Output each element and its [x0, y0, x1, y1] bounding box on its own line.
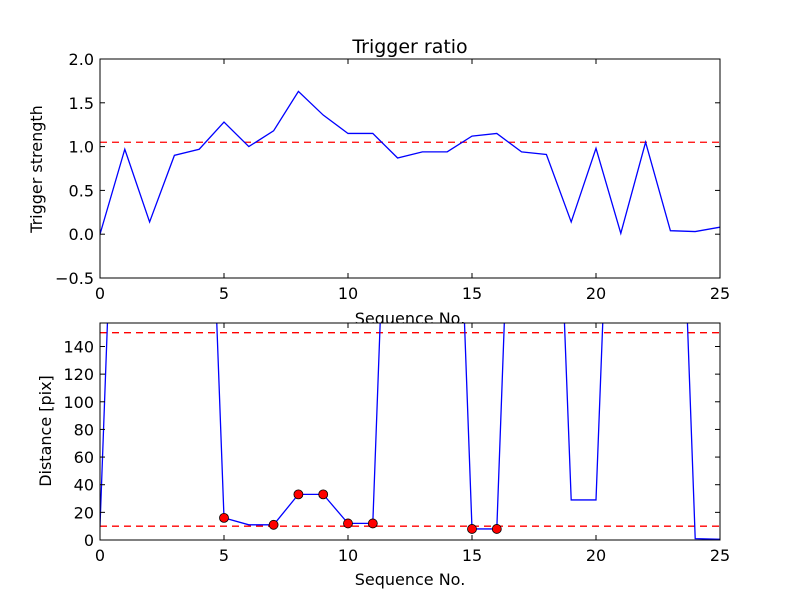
x-tick-label: 5: [219, 284, 229, 303]
series-line: [100, 90, 720, 236]
distance-chart: Sequence No. Distance [pix] 0 5 10 15 20 25 0 2…: [36, 322, 730, 589]
data-point-marker: [367, 518, 378, 529]
data-point-marker: [318, 489, 329, 500]
y-tick-label: 140: [63, 337, 94, 356]
y-tick-label: 60: [74, 448, 94, 467]
x-tick-label: 25: [710, 284, 730, 303]
x-tick-label: 0: [95, 284, 105, 303]
data-point-marker: [268, 519, 279, 530]
x-tick-label: 10: [338, 284, 358, 303]
x-tick-label: 20: [586, 546, 606, 565]
chart-title: Trigger ratio: [351, 36, 467, 58]
y-tick-label: 1.0: [69, 138, 94, 157]
trigger-ratio-chart: Trigger ratio Trigger strength 0 5 10 15 20 2…: [27, 36, 730, 328]
y-tick-label: 1.5: [69, 94, 94, 113]
y-tick-label: 120: [63, 365, 94, 384]
y-tick-label: 80: [74, 420, 94, 439]
x-tick-label: 0: [95, 546, 105, 565]
x-tick-label: 25: [710, 546, 730, 565]
x-axis-label: Sequence No.: [355, 570, 466, 589]
data-point-marker: [293, 489, 304, 500]
data-point-marker: [467, 524, 477, 534]
y-axis-label: Trigger strength: [27, 105, 46, 234]
axes-frame: [99, 58, 721, 279]
y-tick-label: 2.0: [69, 50, 94, 69]
axes-background: [100, 323, 720, 540]
y-tick-label: −0.5: [55, 269, 94, 288]
y-axis-label: Distance [pix]: [36, 375, 55, 487]
data-point-marker: [343, 518, 353, 529]
x-tick-label: 20: [586, 284, 606, 303]
y-tick-label: 100: [63, 393, 94, 412]
x-tick-label: 15: [462, 546, 482, 565]
y-tick-label: 20: [74, 503, 94, 522]
x-tick-label: 10: [338, 546, 358, 565]
axes-frame: [99, 322, 721, 541]
y-tick-label: 0.0: [69, 225, 94, 244]
data-point-marker: [219, 512, 229, 523]
x-tick-label: 15: [462, 284, 482, 303]
data-point-marker: [491, 524, 502, 534]
y-tick-label: 0.5: [69, 181, 94, 200]
y-tick-label: 0: [84, 531, 94, 550]
y-tick-label: 40: [74, 476, 94, 495]
x-tick-label: 5: [219, 546, 229, 565]
